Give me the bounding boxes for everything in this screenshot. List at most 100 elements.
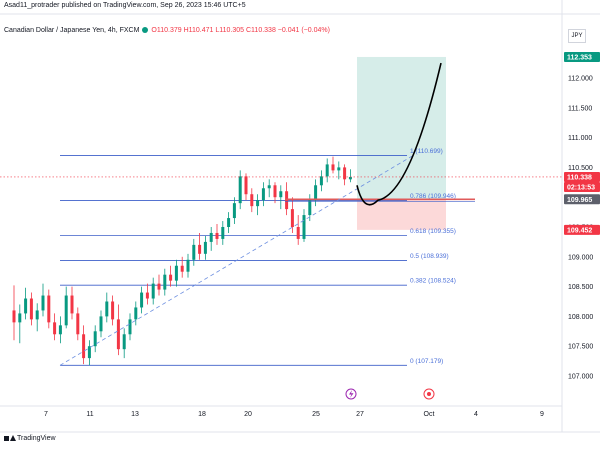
time-tick-label: Oct: [424, 411, 435, 418]
candle-body: [198, 244, 202, 254]
candle-body: [331, 164, 335, 171]
candle-body: [273, 185, 277, 198]
candle-body: [209, 232, 213, 242]
chart-grid: [0, 0, 600, 433]
candle-body: [279, 191, 283, 198]
price-axis: 107.000107.500108.000108.500109.000109.5…: [564, 51, 600, 381]
price-tick-label: 111.000: [568, 135, 592, 142]
candle-body: [348, 176, 352, 180]
footer-brand[interactable]: TradingView: [17, 434, 56, 442]
fib-level-label: 0.5 (108.939): [410, 253, 449, 260]
position-zones: [357, 56, 446, 230]
currency-label[interactable]: JPY: [568, 29, 586, 43]
candle-body: [87, 346, 91, 359]
candle-body: [296, 227, 300, 239]
candle-body: [256, 200, 260, 207]
candle-body: [250, 194, 254, 207]
candle-body: [186, 259, 190, 272]
price-tick-label: 108.500: [568, 284, 593, 291]
price-tick-label: 112.000: [568, 76, 593, 83]
fib-level-label: 0.618 (109.355): [410, 228, 456, 235]
trend-line: [59, 155, 414, 366]
price-label-tag: [564, 51, 600, 62]
candle-body: [302, 215, 306, 239]
candle-body: [157, 283, 161, 290]
price-label-text: 112.353: [567, 55, 592, 62]
candle-body: [163, 274, 167, 290]
projection-curve: [356, 62, 442, 206]
symbol-legend: Canadian Dollar / Japanese Yen, 4h, FXCM…: [4, 27, 330, 34]
candle-body: [116, 319, 120, 350]
time-tick-label: 4: [474, 411, 478, 418]
price-label-text: 109.452: [567, 227, 592, 234]
lightning-icon: [349, 390, 354, 398]
candle-body: [122, 334, 126, 350]
candle-body: [58, 325, 62, 335]
symbol-name[interactable]: Canadian Dollar / Japanese Yen, 4h, FXCM: [4, 27, 140, 34]
time-tick-label: 25: [312, 411, 320, 418]
candle-body: [24, 298, 28, 314]
price-label-tag: [564, 194, 600, 205]
candle-body: [18, 313, 22, 323]
candle-body: [343, 167, 347, 180]
candle-body: [134, 307, 138, 320]
price-tick-label: 109.000: [568, 254, 593, 261]
price-label-tag: [564, 182, 600, 193]
footer: TradingView: [4, 434, 56, 442]
chart-overlays: [0, 62, 562, 400]
candle-body: [221, 227, 225, 239]
economic-event-icon: [423, 388, 435, 400]
candle-body: [12, 310, 16, 323]
candle-body: [169, 274, 173, 281]
candle-body: [47, 295, 51, 323]
price-label-tag: [564, 224, 600, 235]
fib-retracement: 1 (110.699) 0.786 (109.946) 0.618 (109.355…: [60, 148, 456, 366]
candle-body: [128, 319, 132, 335]
candle-body: [238, 176, 242, 204]
candle-body: [145, 292, 149, 299]
time-tick-label: 18: [198, 411, 206, 418]
candle-body: [232, 203, 236, 219]
candle-body: [308, 200, 312, 216]
price-tick-label: 111.500: [568, 105, 592, 112]
candle-body: [151, 283, 155, 299]
fib-level-label: 0.382 (108.524): [410, 278, 456, 285]
candle-body: [285, 191, 289, 210]
candle-body: [53, 322, 57, 335]
loss-zone: [357, 199, 446, 230]
market-status-icon: [142, 27, 149, 34]
time-tick-label: 20: [244, 411, 252, 418]
time-tick-label: 11: [86, 411, 93, 418]
candle-body: [314, 185, 318, 201]
fib-level-label: 0 (107.179): [410, 358, 443, 365]
candle-body: [174, 265, 178, 281]
candle-body: [29, 298, 33, 320]
tradingview-logo-icon: [4, 434, 16, 442]
time-tick-label: 13: [131, 411, 139, 418]
candle-body: [290, 209, 294, 227]
candle-body: [76, 313, 80, 335]
price-label-text: 109.965: [567, 197, 592, 204]
event-marker-icon: [345, 388, 357, 400]
price-tick-label: 110.500: [568, 165, 593, 172]
candle-body: [93, 331, 97, 347]
candle-body: [105, 301, 109, 317]
time-axis: 7 11 13 18 20 25 27 Oct 4 9: [44, 411, 544, 418]
candle-body: [35, 310, 39, 320]
candle-body: [244, 176, 248, 195]
time-tick-label: 27: [356, 411, 364, 418]
candle-body: [140, 292, 144, 308]
price-tick-label: 108.000: [568, 314, 593, 321]
price-label-text: 110.338: [567, 175, 592, 182]
price-tick-label: 107.500: [568, 344, 593, 351]
candle-body: [337, 167, 341, 171]
time-tick-label: 9: [540, 411, 544, 418]
price-label-text: 02:13:53: [567, 185, 595, 192]
fib-level-label: 0.786 (109.946): [410, 193, 456, 200]
candle-body: [192, 244, 196, 260]
candle-body: [261, 188, 265, 201]
publish-info: Asad11_protrader published on TradingVie…: [4, 2, 246, 9]
candle-body: [180, 265, 184, 272]
candle-body: [82, 334, 86, 359]
